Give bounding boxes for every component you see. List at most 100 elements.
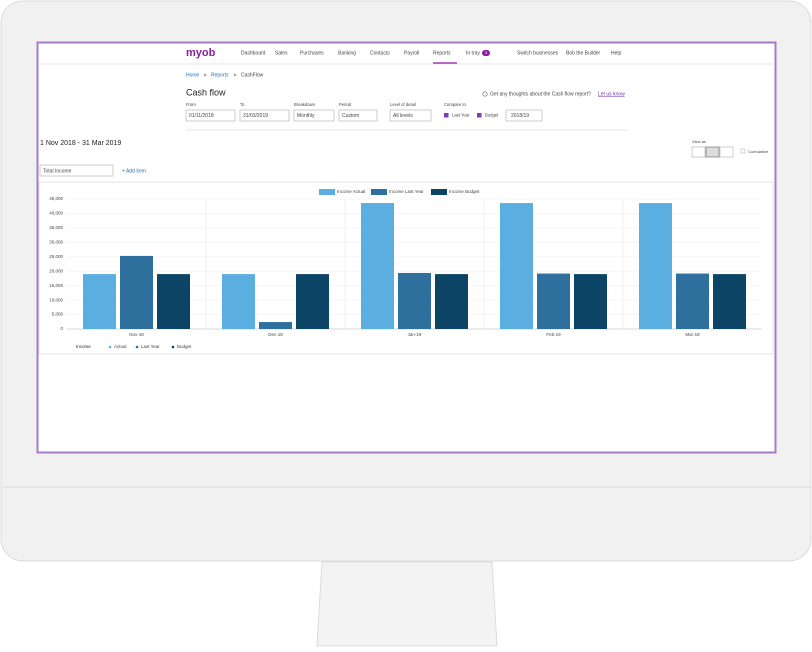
footer-legend-dot [135, 345, 139, 349]
view-table[interactable] [691, 146, 706, 158]
view-as: View as [692, 139, 706, 144]
filter-value[interactable]: Monthly [297, 113, 315, 119]
x-tick-label: Dec-18 [268, 332, 283, 337]
filter-label: Breakdown [294, 102, 316, 107]
logo[interactable]: myob [186, 47, 216, 59]
nav-item[interactable]: Dashboard [241, 50, 266, 56]
compare-checkbox[interactable] [477, 113, 482, 118]
footer-legend-dot [108, 345, 112, 349]
nav-right[interactable]: Help [611, 50, 622, 56]
breadcrumb: CashFlow [241, 72, 264, 78]
chart-panel [38, 181, 774, 355]
breadcrumb[interactable]: Home [186, 72, 200, 78]
nav-item[interactable]: Purchases [300, 50, 324, 56]
bar [435, 274, 468, 329]
legend-swatch[interactable] [371, 189, 387, 195]
filter-value[interactable]: All levels [393, 113, 413, 119]
compare-option[interactable]: Budget [485, 113, 499, 118]
x-tick-label: Nov-18 [129, 332, 144, 337]
bar [259, 322, 292, 329]
y-tick-label: 40,000 [49, 211, 63, 216]
nav-item[interactable]: Contacts [370, 50, 390, 56]
bar [222, 274, 255, 329]
bar [537, 273, 570, 329]
nav-item[interactable]: Payroll [404, 50, 419, 56]
item-select-text[interactable]: Total Income [43, 168, 72, 174]
filter-input[interactable] [185, 109, 236, 122]
badge-count: 3 [485, 50, 488, 55]
footer-legend-item[interactable]: Budget [177, 344, 192, 349]
x-tick-label: Feb-19 [546, 332, 561, 337]
feedback-icon [482, 91, 488, 97]
y-tick-label: 45,000 [49, 196, 63, 201]
bar [83, 274, 116, 329]
filter-label: To [240, 102, 245, 107]
bar [639, 203, 672, 329]
nav-item[interactable]: Reports [433, 50, 451, 56]
view-bar[interactable] [705, 146, 720, 158]
bar [120, 255, 153, 329]
nav-item[interactable]: In tray [466, 50, 480, 56]
bar [361, 203, 394, 329]
breadcrumb-sep [234, 73, 237, 77]
bar [296, 274, 329, 329]
bar [157, 274, 190, 329]
compare-checkbox[interactable] [444, 113, 449, 118]
y-tick-label: 35,000 [49, 225, 63, 230]
bar [574, 274, 607, 329]
bar [713, 274, 746, 329]
add-item[interactable]: + Add item [122, 168, 146, 174]
footer-legend-dot [171, 345, 175, 349]
filter-value[interactable]: 01/11/2018 [189, 113, 214, 119]
footer-legend-label: Income [76, 344, 91, 349]
nav-right[interactable]: Bob the Builder [566, 50, 601, 56]
nav-right[interactable]: Switch businesses [517, 50, 559, 56]
view-line[interactable] [719, 146, 734, 158]
breadcrumb[interactable]: Reports [211, 72, 229, 78]
y-tick-label: 0 [60, 326, 63, 331]
nav-item[interactable]: Banking [338, 50, 356, 56]
filter-input[interactable] [338, 109, 378, 122]
year-value[interactable]: 2018/19 [511, 113, 529, 119]
feedback-text: Get any thoughts about the Cash flow rep… [490, 91, 591, 97]
cumulative-checkbox[interactable] [740, 148, 746, 154]
bar [398, 272, 431, 329]
y-tick-label: 10,000 [49, 297, 63, 302]
badge [482, 50, 490, 56]
date-range: 1 Nov 2018 - 31 Mar 2019 [40, 140, 121, 147]
legend-label[interactable]: Income Actual [337, 189, 365, 194]
compare-label: Compare to [444, 102, 467, 107]
compare-option[interactable]: Last Year [452, 113, 470, 118]
page-title: Cash flow [186, 87, 226, 97]
cumulative-label[interactable]: Cumulative [748, 149, 769, 154]
legend-swatch[interactable] [319, 189, 335, 195]
bar [500, 203, 533, 329]
stand [316, 561, 498, 647]
nav-item[interactable]: Sales [275, 50, 288, 56]
filter-value[interactable]: Custom [342, 113, 359, 119]
feedback-link[interactable]: Let us know [598, 91, 625, 97]
filter-label: Period [339, 102, 352, 107]
year-select[interactable] [505, 109, 543, 122]
filter-value[interactable]: 31/03/2019 [243, 113, 268, 119]
footer-legend-item[interactable]: Last Year [141, 344, 160, 349]
legend-label[interactable]: Income Budget [449, 189, 480, 194]
y-tick-label: 30,000 [49, 240, 63, 245]
x-tick-label: Mar-19 [685, 332, 700, 337]
y-tick-label: 25,000 [49, 254, 63, 259]
filter-label: From [186, 102, 196, 107]
bar [676, 273, 709, 329]
item-select[interactable] [39, 164, 114, 177]
x-tick-label: Jan-19 [408, 332, 422, 337]
legend-label[interactable]: Income Last Year [389, 189, 424, 194]
y-tick-label: 20,000 [49, 268, 63, 273]
filter-label: Level of detail [390, 102, 416, 107]
filter-input[interactable] [239, 109, 290, 122]
filter-input[interactable] [389, 109, 432, 122]
y-tick-label: 15,000 [49, 283, 63, 288]
filter-input[interactable] [293, 109, 335, 122]
footer-legend-item[interactable]: Actual [114, 344, 127, 349]
legend-swatch[interactable] [431, 189, 447, 195]
breadcrumb-sep [204, 73, 207, 77]
